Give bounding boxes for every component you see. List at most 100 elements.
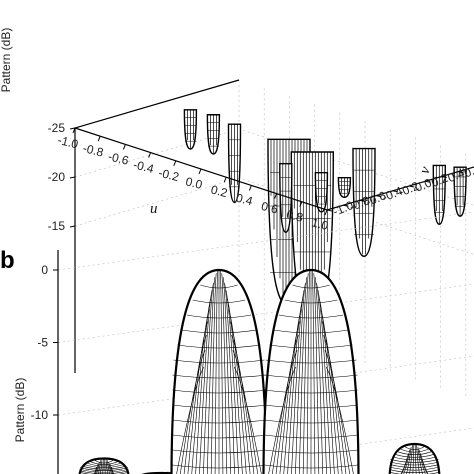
mesh-line <box>90 461 118 465</box>
panel-a-surface-plot: -15-20-25 -1.0 -0.8 -0.6 -0.4 -0.2 0.0 0.2 0.4 0… <box>0 28 474 399</box>
u-tick-mark <box>223 177 227 183</box>
mesh-line <box>105 459 108 474</box>
mesh-line <box>97 460 101 474</box>
mesh-line <box>284 299 338 304</box>
mesh-line <box>179 350 206 474</box>
z-tick-label: -20 <box>48 170 66 184</box>
u-tick-mark <box>248 185 252 191</box>
mesh-line <box>186 314 252 319</box>
mesh-line <box>389 464 440 468</box>
u-tick-mark <box>173 160 177 166</box>
mesh-line <box>264 419 358 424</box>
mesh-line <box>172 404 266 409</box>
mesh-line <box>392 456 437 461</box>
mesh-line <box>220 270 224 474</box>
mesh-line <box>279 321 301 474</box>
mesh-line <box>389 461 440 466</box>
mesh-line <box>108 461 112 474</box>
u-tick-label: 1.0 <box>310 215 330 233</box>
mesh-line <box>93 466 97 474</box>
mesh-line <box>321 321 343 474</box>
mesh-line <box>414 444 417 474</box>
mesh-line <box>390 459 439 463</box>
mesh-line <box>172 389 266 394</box>
mesh-line <box>181 329 257 334</box>
v-tick-mark <box>392 190 398 193</box>
mesh-line <box>227 298 243 474</box>
mesh-line <box>295 282 306 474</box>
z-tick-mark <box>69 127 76 130</box>
z-tick-label: -25 <box>48 121 66 135</box>
z-tick-label: -5 <box>37 336 48 350</box>
mesh-line <box>233 366 262 474</box>
mesh-line <box>273 329 349 334</box>
mesh-line <box>389 466 440 471</box>
panel-a-z-ticks: -15 -20 -25 <box>48 121 76 233</box>
u-tick-label: 0.0 <box>184 174 204 192</box>
main-lobe <box>388 442 441 474</box>
mesh-line <box>269 344 353 349</box>
mesh-line <box>100 459 103 474</box>
mesh-line <box>228 309 247 474</box>
mesh-line <box>82 465 126 470</box>
mesh-line <box>406 446 412 474</box>
mesh-line <box>404 446 425 450</box>
mesh-line <box>264 434 358 439</box>
u-tick-mark <box>148 152 152 158</box>
side-lobe <box>279 162 293 233</box>
v-tick-mark <box>376 195 382 198</box>
u-tick-mark <box>324 209 328 216</box>
mesh-line <box>172 374 266 379</box>
mesh-line <box>316 282 327 474</box>
panel-b-z-axis-label: Pattern (dB) <box>13 378 27 443</box>
u-tick-label: 0.4 <box>235 191 255 209</box>
u-tick-label: -1.0 <box>56 133 80 152</box>
v-tick-label: 0.2 <box>429 171 450 190</box>
mesh-line <box>264 374 358 379</box>
lobe-outline <box>352 147 376 258</box>
mesh-line <box>195 298 211 474</box>
mesh-line <box>389 471 440 474</box>
mesh-line <box>278 314 344 319</box>
mesh-line <box>229 321 251 474</box>
panel-b-surface <box>78 268 441 474</box>
mesh-line <box>172 419 266 424</box>
mesh-line <box>79 468 129 473</box>
v-tick-label: 0.6 <box>462 161 474 180</box>
mesh-line <box>265 359 357 364</box>
mesh-line <box>397 451 432 456</box>
mesh-line <box>319 298 335 474</box>
u-tick-mark <box>97 136 101 142</box>
mesh-line <box>389 469 440 474</box>
z-tick-label: 0 <box>41 263 48 277</box>
u-tick-mark <box>198 168 202 175</box>
mesh-line <box>312 270 316 474</box>
v-tick-mark <box>343 204 349 207</box>
mesh-line <box>84 464 124 468</box>
main-lobe <box>170 268 268 474</box>
z-tick-label: -15 <box>48 219 66 233</box>
panel-a-z-axis-label: Pattern (dB) <box>0 28 13 93</box>
grid-line <box>57 211 474 271</box>
mesh-line <box>79 472 129 474</box>
panel-a-u-axis-label: u <box>150 201 158 217</box>
mesh-line <box>214 270 218 474</box>
mesh-line <box>173 359 265 364</box>
mesh-line <box>172 464 266 469</box>
u-tick-label: 0.8 <box>285 207 305 225</box>
v-tick-label: 0.4 <box>446 166 467 185</box>
panel-a-v-axis-label: v <box>417 164 434 176</box>
u-tick-label: -0.6 <box>107 149 131 168</box>
u-tick-label: -0.2 <box>157 166 181 185</box>
side-lobe <box>183 109 198 150</box>
u-tick-mark <box>299 201 303 207</box>
mesh-line <box>111 466 115 474</box>
mesh-line <box>325 366 354 474</box>
mesh-line <box>313 273 320 474</box>
mesh-line <box>271 350 298 474</box>
mesh-line <box>287 298 303 474</box>
side-lobe <box>432 164 447 225</box>
mesh-line <box>292 284 330 289</box>
v-tick-mark <box>458 171 464 174</box>
mesh-line <box>324 350 351 474</box>
